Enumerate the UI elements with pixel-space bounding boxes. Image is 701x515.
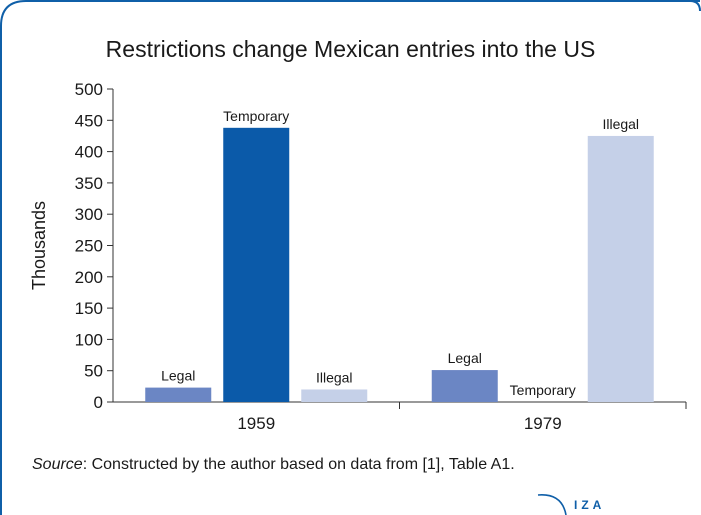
y-tick-label: 200	[75, 268, 103, 287]
bar-label-illegal: Illegal	[602, 116, 639, 132]
y-axis-label: Thousands	[29, 201, 49, 290]
y-tick-label: 0	[94, 393, 103, 412]
bar-illegal	[587, 135, 654, 402]
source-note: Source: Constructed by the author based …	[32, 456, 515, 474]
y-tick-label: 300	[75, 205, 103, 224]
x-tick-label: 1959	[237, 414, 275, 433]
y-tick-label: 150	[75, 299, 103, 318]
bar-label-legal: Legal	[448, 350, 482, 366]
bar-temporary	[223, 127, 290, 402]
y-tick-label: 250	[75, 237, 103, 256]
bar-label-legal: Legal	[161, 368, 195, 384]
y-tick-label: 350	[75, 174, 103, 193]
iza-logo-text: IZA	[574, 498, 606, 512]
y-tick-label: 450	[75, 111, 103, 130]
x-tick-label: 1979	[524, 414, 562, 433]
y-tick-label: 50	[84, 362, 103, 381]
chart-title: Restrictions change Mexican entries into…	[105, 36, 596, 62]
bar-label-illegal: Illegal	[316, 369, 353, 385]
bar-legal	[145, 387, 212, 402]
bar-label-temporary: Temporary	[223, 108, 289, 124]
y-tick-label: 100	[75, 330, 103, 349]
source-label: Source	[32, 456, 83, 473]
source-text: : Constructed by the author based on dat…	[82, 456, 515, 473]
iza-logo-icon	[537, 494, 567, 515]
y-tick-label: 500	[75, 80, 103, 99]
bar-label-temporary: Temporary	[510, 382, 576, 398]
bar-illegal	[301, 389, 368, 402]
y-tick-label: 400	[75, 143, 103, 162]
bar-legal	[431, 370, 498, 402]
